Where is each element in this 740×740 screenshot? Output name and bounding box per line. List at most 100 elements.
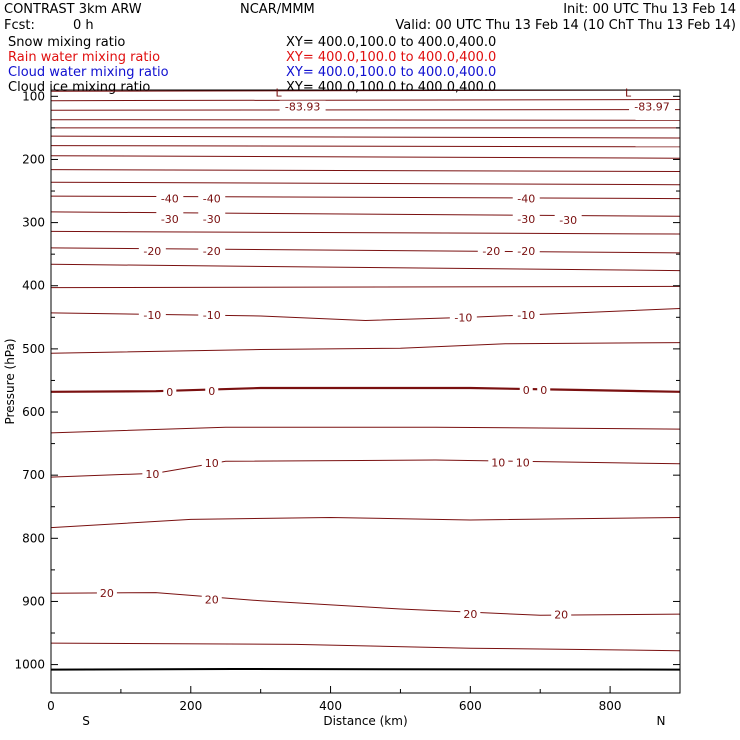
- contour-label-bg: [198, 211, 226, 225]
- contour-label: -10: [203, 309, 221, 322]
- contour-label: -30: [203, 213, 221, 226]
- contour-label-bg: [138, 244, 166, 258]
- low-markers: L-83.93L-83.97: [276, 87, 676, 114]
- contour-labels: -40 -40 -40 -30 -30 -30 -30 -20 -20 -20 -20 -10 -10 -…: [96, 191, 582, 622]
- low-value-bg: [279, 100, 326, 113]
- low-value-bg: [629, 100, 676, 113]
- contour-line: [50, 169, 681, 172]
- field-xy-cloud-water: XY= 400.0,100.0 to 400.0,400.0: [286, 65, 497, 80]
- contour-label: 0: [540, 384, 547, 397]
- contour-label-bg: [537, 382, 551, 396]
- contour-label-bg: [477, 244, 505, 258]
- contour-line: [50, 109, 681, 111]
- contour-line: [50, 263, 681, 272]
- contour-line: [50, 642, 681, 652]
- contour-label: 10: [145, 468, 159, 481]
- contour-label-bg: [201, 456, 222, 470]
- forecast-hour: 0 h: [73, 18, 94, 33]
- contour-line: [50, 342, 681, 354]
- contour-label: -40: [161, 193, 179, 206]
- center-label: NCAR/MMM: [240, 2, 315, 17]
- contour-label-bg: [512, 191, 540, 205]
- contour-line: [50, 135, 681, 139]
- contour-label: 20: [554, 609, 568, 622]
- contour-label-bg: [163, 384, 177, 398]
- x-tick-label: 800: [599, 699, 622, 713]
- contour-line: [50, 285, 681, 289]
- contour-label-bg: [198, 307, 226, 321]
- contour-label: -10: [143, 309, 161, 322]
- contour-line: [50, 99, 681, 102]
- contour-line: [50, 386, 681, 393]
- y-tick-label: 200: [22, 152, 45, 166]
- contour-label: 10: [516, 457, 530, 470]
- low-value: -83.93: [285, 101, 320, 114]
- contour-line: [50, 426, 681, 434]
- y-tick-label: 800: [22, 531, 45, 545]
- contour-label-bg: [138, 307, 166, 321]
- contour-label-bg: [512, 244, 540, 258]
- contour-label: 20: [100, 587, 114, 600]
- contour-label-bg: [142, 466, 163, 480]
- contour-label-bg: [554, 213, 582, 227]
- y-tick-label: 700: [22, 468, 45, 482]
- contour-label-bg: [96, 586, 117, 600]
- contour-label-bg: [460, 607, 481, 621]
- contour-label: 10: [205, 457, 219, 470]
- low-symbol: L: [625, 87, 632, 100]
- contour-label-bg: [512, 455, 533, 469]
- contour-label-bg: [156, 211, 184, 225]
- contour-label: -30: [517, 213, 535, 226]
- y-tick-label: 600: [22, 405, 45, 419]
- contour-label-bg: [551, 607, 572, 621]
- contour-label-bg: [488, 455, 509, 469]
- contour-label: -20: [203, 245, 221, 258]
- x-axis-label: Distance (km): [323, 714, 407, 728]
- field-xy-snow: XY= 400.0,100.0 to 400.0,400.0: [286, 35, 497, 50]
- contour-label-bg: [205, 384, 219, 398]
- contour-label-bg: [201, 592, 222, 606]
- y-axis-label: Pressure (hPa): [3, 338, 17, 424]
- x-tick-label: 600: [459, 699, 482, 713]
- contour-label-bg: [156, 191, 184, 205]
- contour-label-bg: [198, 244, 226, 258]
- contour-label-bg: [512, 307, 540, 321]
- contour-label-bg: [519, 382, 533, 396]
- plot-frame: [50, 89, 681, 694]
- field-xy-rain: XY= 400.0,100.0 to 400.0,400.0: [286, 50, 497, 65]
- x-tick-label: 0: [47, 699, 55, 713]
- model-title: CONTRAST 3km ARW: [4, 2, 142, 17]
- north-end-label: N: [657, 714, 666, 728]
- y-tick-label: 900: [22, 594, 45, 608]
- contour-label: -20: [143, 245, 161, 258]
- contour-label: -30: [161, 213, 179, 226]
- init-time: Init: 00 UTC Thu 13 Feb 14: [563, 2, 736, 17]
- contour-label: 0: [208, 385, 215, 398]
- contour-label: 0: [166, 386, 173, 399]
- contour-line: [50, 592, 681, 616]
- low-value: -83.97: [634, 101, 669, 114]
- y-tick-label: 100: [22, 89, 45, 103]
- y-tick-label: 1000: [14, 658, 45, 672]
- contour-line: [50, 211, 681, 217]
- contour-line: [50, 230, 681, 235]
- contour-label: -30: [559, 214, 577, 227]
- contour-label: 20: [205, 594, 219, 607]
- contour-line: [50, 516, 681, 529]
- field-name-cloud-water: Cloud water mixing ratio: [8, 65, 169, 80]
- low-symbol: L: [276, 87, 283, 100]
- forecast-label: Fcst:: [4, 18, 35, 33]
- contour-label-bg: [198, 191, 226, 205]
- contour-label: -10: [517, 309, 535, 322]
- contour-label: -10: [454, 311, 472, 324]
- contour-label: 0: [523, 384, 530, 397]
- contour-label-bg: [449, 310, 477, 324]
- y-tick-label: 400: [22, 279, 45, 293]
- contour-line: [50, 308, 681, 322]
- valid-time: Valid: 00 UTC Thu 13 Feb 14 (10 ChT Thu …: [395, 18, 736, 33]
- y-tick-label: 500: [22, 342, 45, 356]
- contour-lines: [50, 89, 681, 671]
- contour-line: [50, 145, 681, 148]
